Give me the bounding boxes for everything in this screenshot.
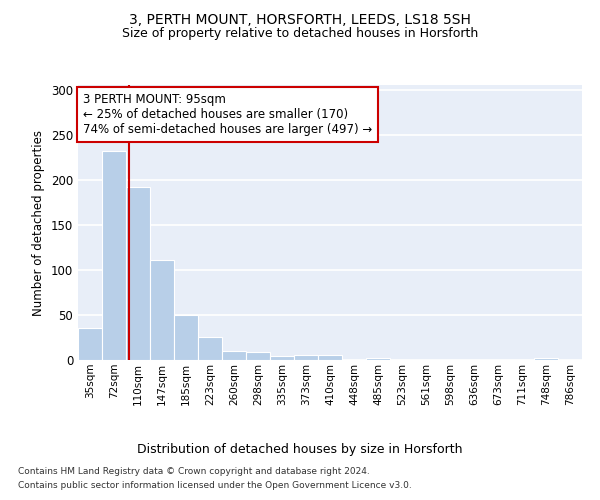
Y-axis label: Number of detached properties: Number of detached properties xyxy=(32,130,46,316)
Bar xyxy=(78,328,102,360)
Bar xyxy=(534,358,558,360)
Text: Distribution of detached houses by size in Horsforth: Distribution of detached houses by size … xyxy=(137,442,463,456)
Text: Size of property relative to detached houses in Horsforth: Size of property relative to detached ho… xyxy=(122,28,478,40)
Bar xyxy=(126,187,150,360)
Bar xyxy=(318,356,342,360)
Bar xyxy=(102,151,126,360)
Bar xyxy=(174,315,198,360)
Bar xyxy=(270,356,294,360)
Bar xyxy=(294,356,318,360)
Bar xyxy=(366,358,390,360)
Text: 3, PERTH MOUNT, HORSFORTH, LEEDS, LS18 5SH: 3, PERTH MOUNT, HORSFORTH, LEEDS, LS18 5… xyxy=(129,12,471,26)
Text: Contains HM Land Registry data © Crown copyright and database right 2024.: Contains HM Land Registry data © Crown c… xyxy=(18,468,370,476)
Text: 3 PERTH MOUNT: 95sqm
← 25% of detached houses are smaller (170)
74% of semi-deta: 3 PERTH MOUNT: 95sqm ← 25% of detached h… xyxy=(83,93,372,136)
Bar xyxy=(198,336,222,360)
Text: Contains public sector information licensed under the Open Government Licence v3: Contains public sector information licen… xyxy=(18,481,412,490)
Bar xyxy=(222,351,246,360)
Bar xyxy=(246,352,270,360)
Bar xyxy=(150,260,174,360)
